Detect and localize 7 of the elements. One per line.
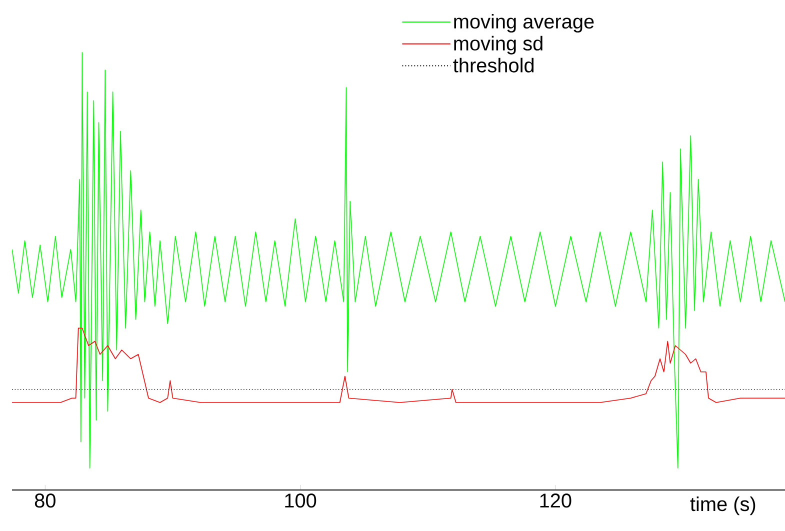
legend-label: moving sd bbox=[454, 36, 542, 54]
x-tick-label: 100 bbox=[285, 494, 316, 508]
x-tick-label: 120 bbox=[540, 494, 572, 508]
x-tick-label: 80 bbox=[34, 494, 56, 508]
legend-label: threshold bbox=[453, 58, 534, 72]
x-axis-title: time (s) bbox=[690, 496, 756, 516]
legend-label: moving average bbox=[454, 14, 594, 33]
